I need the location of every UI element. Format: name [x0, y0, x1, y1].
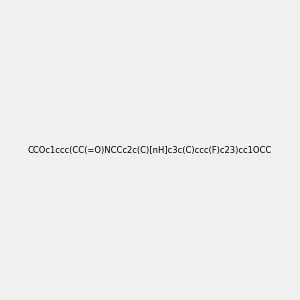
Text: CCOc1ccc(CC(=O)NCCc2c(C)[nH]c3c(C)ccc(F)c23)cc1OCC: CCOc1ccc(CC(=O)NCCc2c(C)[nH]c3c(C)ccc(F)… — [28, 146, 272, 154]
